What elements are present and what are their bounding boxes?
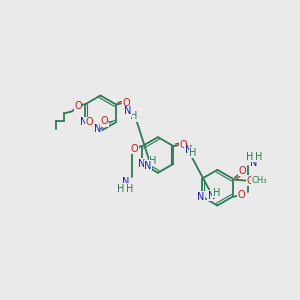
Text: N: N — [138, 159, 145, 169]
Text: O: O — [131, 144, 138, 154]
Text: N: N — [208, 190, 215, 201]
Text: O: O — [100, 116, 108, 126]
Text: N: N — [250, 158, 257, 168]
Text: H: H — [246, 152, 253, 162]
Text: N: N — [80, 117, 88, 127]
Text: O: O — [238, 190, 245, 200]
Text: N: N — [94, 124, 101, 134]
Text: O: O — [86, 117, 93, 127]
Text: −: − — [105, 117, 112, 126]
Text: H: H — [130, 111, 137, 121]
Text: O: O — [239, 166, 247, 176]
Text: N: N — [124, 106, 131, 116]
Text: N: N — [197, 192, 205, 202]
Text: N: N — [184, 145, 192, 155]
Text: H: H — [117, 184, 124, 194]
Text: H: H — [255, 152, 262, 162]
Text: H: H — [126, 184, 133, 194]
Text: O: O — [179, 140, 187, 150]
Text: H: H — [213, 188, 220, 198]
Text: O: O — [122, 98, 130, 108]
Text: H: H — [149, 156, 157, 166]
Text: O: O — [247, 176, 254, 186]
Text: H: H — [190, 148, 197, 158]
Text: +: + — [98, 126, 103, 131]
Text: CH₃: CH₃ — [252, 176, 267, 185]
Text: N: N — [144, 161, 152, 171]
Text: N: N — [122, 177, 129, 187]
Text: O: O — [74, 101, 82, 111]
